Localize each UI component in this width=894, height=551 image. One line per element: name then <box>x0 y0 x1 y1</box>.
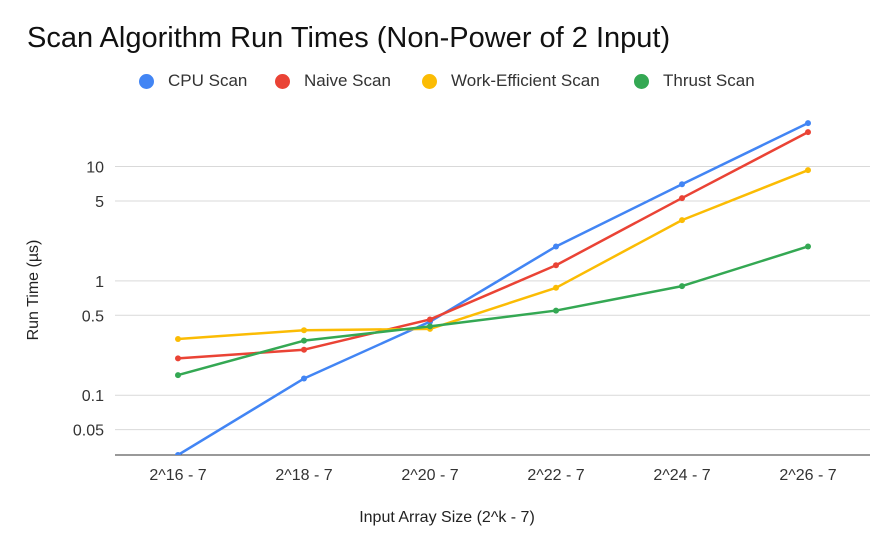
x-tick-label: 2^26 - 7 <box>779 467 836 484</box>
y-tick-label: 10 <box>86 160 104 177</box>
x-tick-label: 2^18 - 7 <box>275 467 332 484</box>
legend-swatch-cpu-scan <box>139 73 154 89</box>
data-point[interactable] <box>805 120 811 127</box>
legend-swatch-naive-scan <box>275 73 290 89</box>
data-point[interactable] <box>679 195 685 202</box>
x-tick-label: 2^22 - 7 <box>527 467 584 484</box>
data-point[interactable] <box>553 284 559 291</box>
gridlines <box>115 166 870 456</box>
x-tick-label: 2^24 - 7 <box>653 467 710 484</box>
data-point[interactable] <box>553 262 559 269</box>
data-point[interactable] <box>679 283 685 290</box>
y-tick-label: 0.1 <box>82 388 104 405</box>
legend: CPU Scan Naive Scan Work-Efficient Scan … <box>0 71 894 95</box>
data-point[interactable] <box>679 217 685 224</box>
data-point[interactable] <box>427 316 433 323</box>
series-line <box>177 121 809 455</box>
series-line <box>177 131 809 360</box>
data-point[interactable] <box>805 243 811 250</box>
legend-swatch-thrust-scan <box>634 73 649 89</box>
x-tick-label: 2^20 - 7 <box>401 467 458 484</box>
legend-label-work-efficient-scan: Work-Efficient Scan <box>451 71 600 90</box>
y-tick-label: 1 <box>95 274 104 291</box>
series-work-efficient-scan <box>175 167 811 343</box>
series-cpu-scan <box>175 120 811 458</box>
data-point[interactable] <box>805 167 811 174</box>
y-tick-labels: 0.05 0.1 0.5 1 5 10 <box>73 160 104 440</box>
data-point[interactable] <box>301 375 307 382</box>
data-point[interactable] <box>301 327 307 334</box>
data-point[interactable] <box>175 355 181 362</box>
legend-label-cpu-scan: CPU Scan <box>168 71 248 90</box>
series-lines <box>175 120 811 458</box>
data-point[interactable] <box>553 243 559 250</box>
series-line <box>177 245 809 377</box>
legend-label-thrust-scan: Thrust Scan <box>663 71 755 90</box>
data-point[interactable] <box>175 452 181 458</box>
legend-swatch-work-efficient-scan <box>422 73 437 89</box>
series-naive-scan <box>175 129 811 362</box>
x-tick-label: 2^16 - 7 <box>149 467 206 484</box>
data-point[interactable] <box>175 336 181 343</box>
data-point[interactable] <box>301 337 307 344</box>
data-point[interactable] <box>301 346 307 353</box>
series-thrust-scan <box>175 243 811 379</box>
chart-title: Scan Algorithm Run Times (Non-Power of 2… <box>27 22 671 54</box>
y-tick-label: 0.5 <box>82 308 104 325</box>
legend-item-work-efficient-scan[interactable]: Work-Efficient Scan <box>422 71 600 91</box>
legend-item-cpu-scan[interactable]: CPU Scan <box>139 71 247 91</box>
data-point[interactable] <box>805 129 811 136</box>
series-line <box>177 168 809 341</box>
y-tick-label: 5 <box>95 194 104 211</box>
data-point[interactable] <box>553 307 559 314</box>
data-point[interactable] <box>427 323 433 330</box>
x-tick-labels: 2^16 - 7 2^18 - 7 2^20 - 7 2^22 - 7 2^24 - 7… <box>149 467 836 484</box>
legend-label-naive-scan: Naive Scan <box>304 71 391 90</box>
data-point[interactable] <box>175 372 181 379</box>
data-point[interactable] <box>679 181 685 188</box>
legend-item-naive-scan[interactable]: Naive Scan <box>275 71 391 91</box>
legend-item-thrust-scan[interactable]: Thrust Scan <box>634 71 755 91</box>
x-axis-label: Input Array Size (2^k - 7) <box>359 509 535 526</box>
y-tick-label: 0.05 <box>73 423 104 440</box>
